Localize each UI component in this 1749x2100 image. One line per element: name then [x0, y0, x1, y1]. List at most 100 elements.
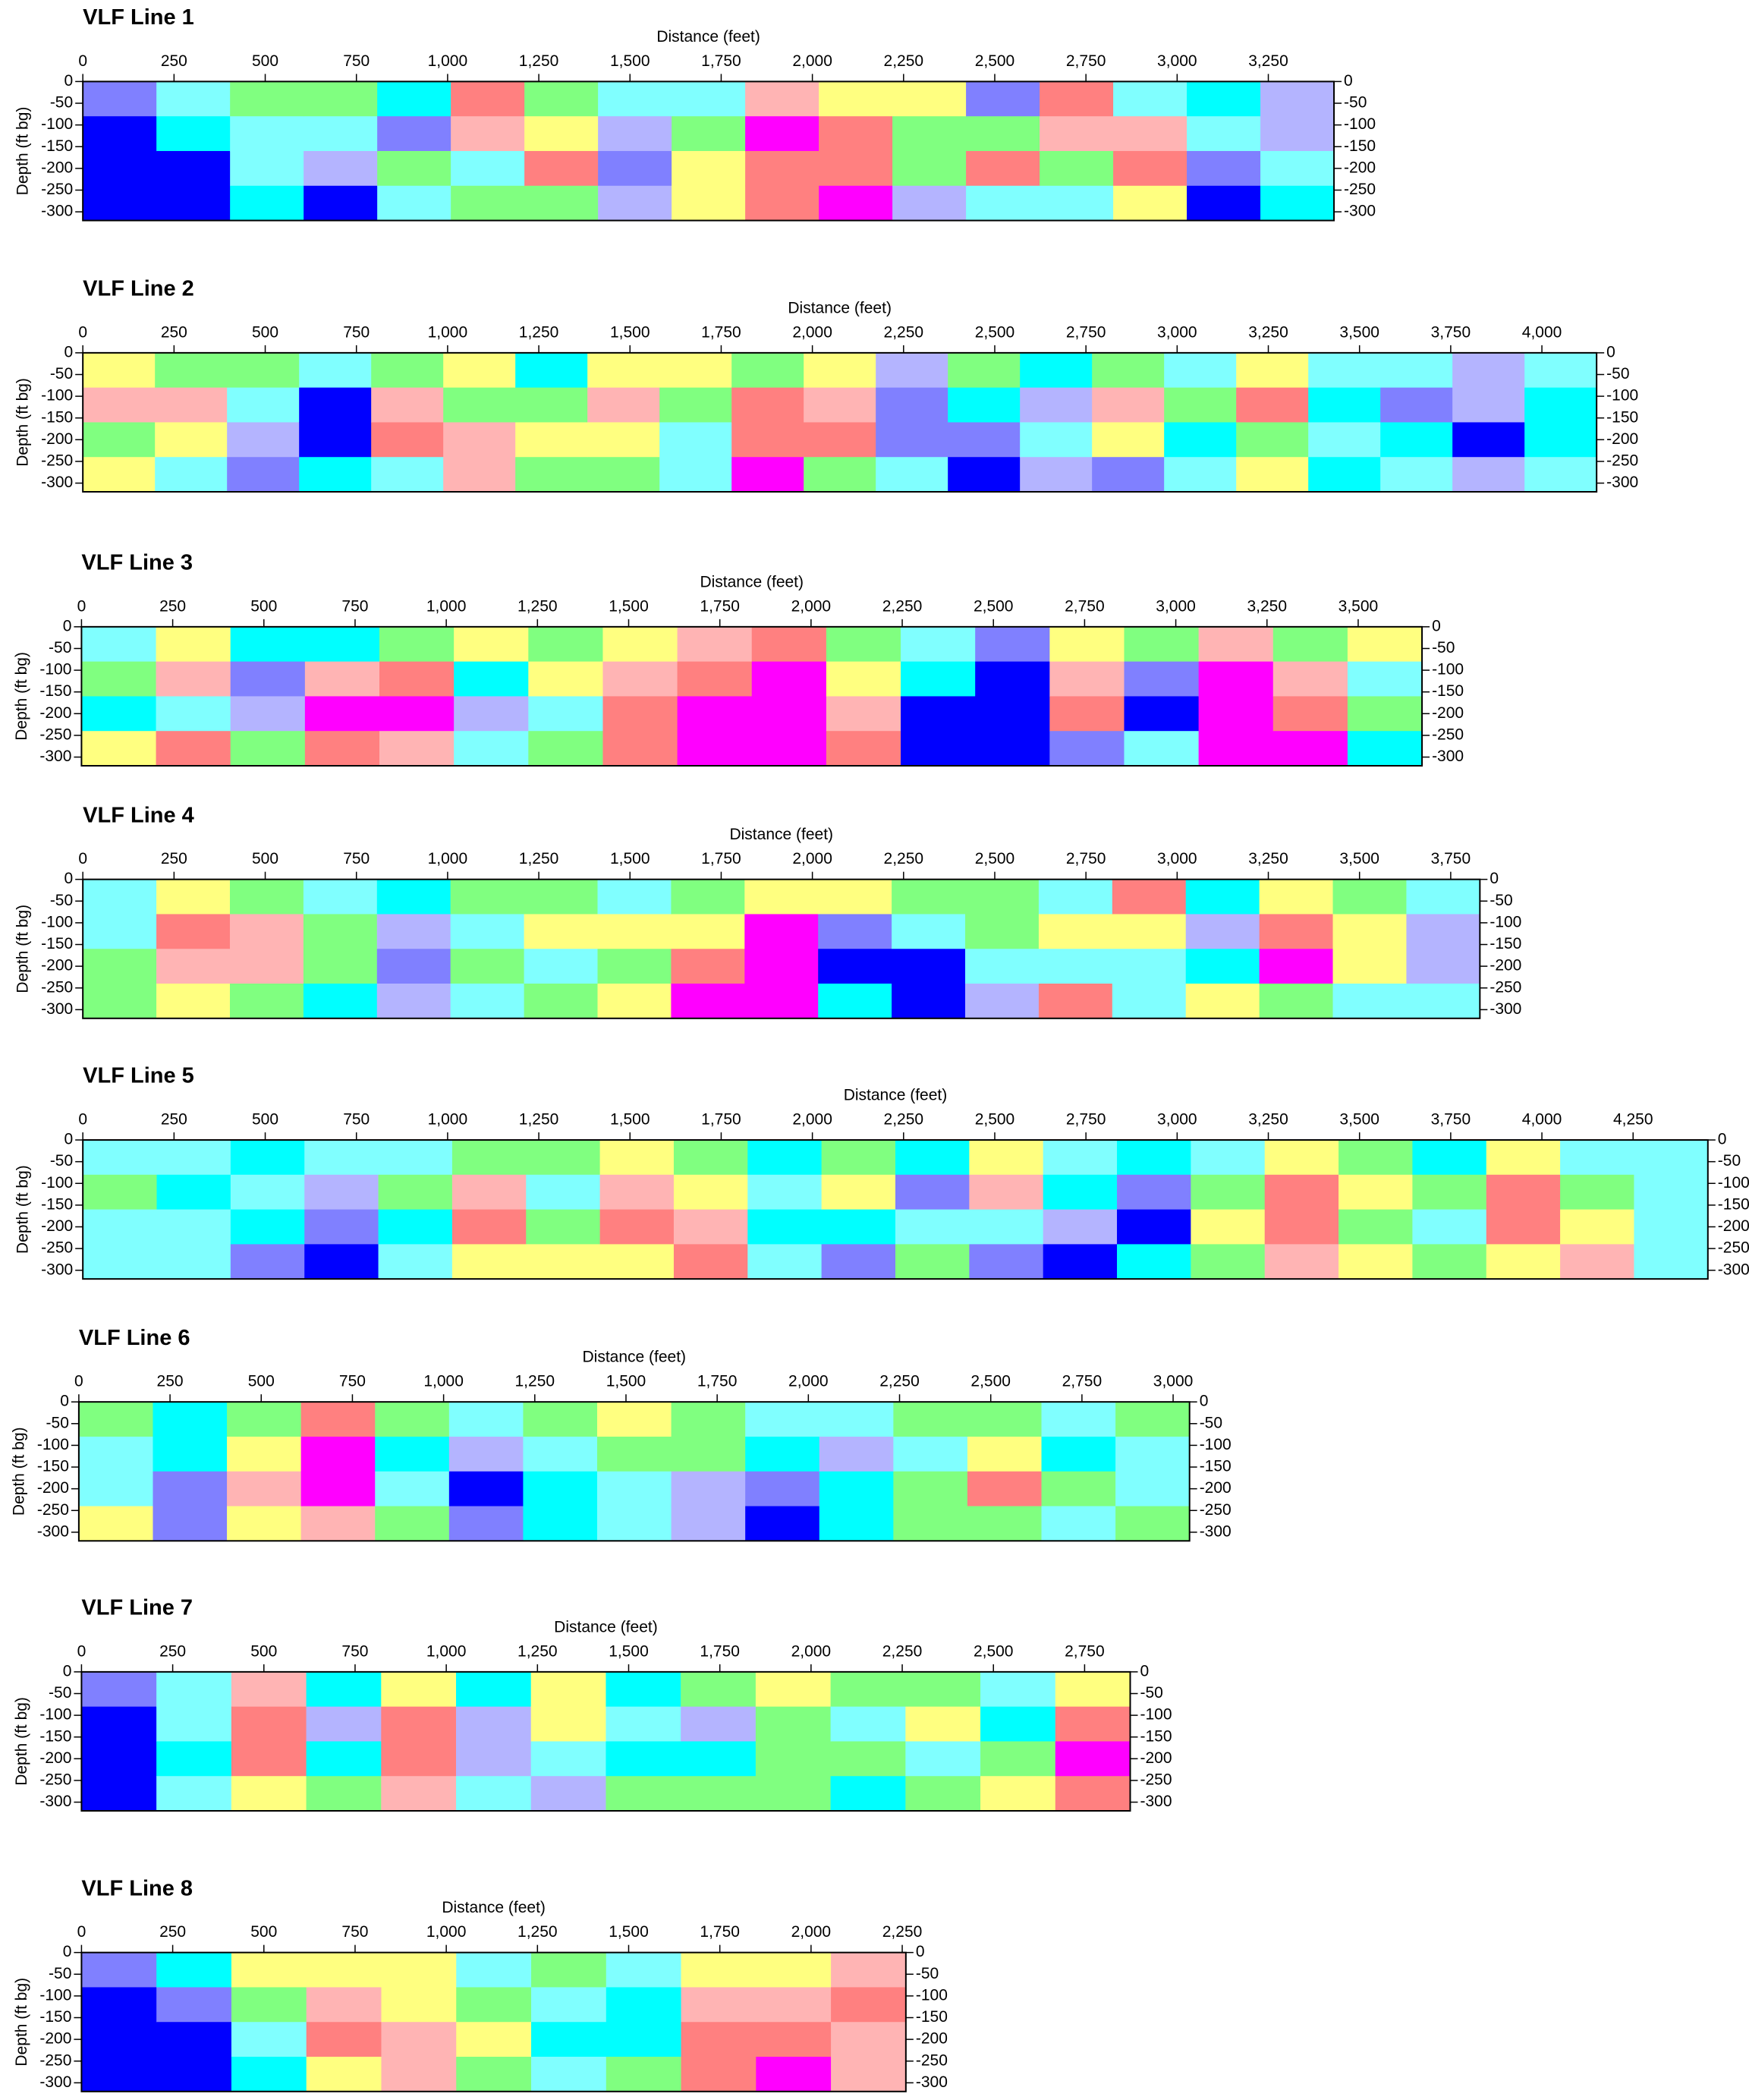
- heat-cell: [678, 731, 753, 766]
- heat-cell: [1040, 81, 1114, 116]
- y-axis-label: Depth (ft bg): [10, 1427, 27, 1516]
- heat-cell: [371, 457, 444, 492]
- heat-cell: [1452, 457, 1525, 492]
- heat-cell: [744, 949, 819, 984]
- heat-cell: [304, 1140, 379, 1175]
- heat-cell: [381, 1953, 456, 1988]
- heat-cell: [606, 1707, 681, 1742]
- heat-cell: [531, 1707, 606, 1742]
- x-tick-label: 2,250: [882, 1642, 923, 1660]
- heat-cell: [452, 1244, 527, 1279]
- heat-cell: [831, 2057, 906, 2092]
- y-tick-label-right: -150: [1344, 137, 1376, 155]
- heat-cell: [1113, 116, 1187, 151]
- y-tick-label-right: -50: [1489, 892, 1512, 909]
- vlf-panel: VLF Line 6Distance (feet)Depth (ft bg)02…: [10, 1326, 1231, 1541]
- x-tick-label: 750: [341, 597, 368, 615]
- y-tick-label: -150: [41, 1195, 73, 1213]
- heat-cell: [526, 1140, 600, 1175]
- x-tick-label: 2,500: [975, 1111, 1015, 1129]
- x-tick-label: 1,000: [426, 1642, 467, 1660]
- heat-cell: [227, 457, 300, 492]
- y-tick-label-right: -100: [1489, 913, 1521, 930]
- heat-cell: [443, 353, 516, 388]
- heat-cell: [1406, 949, 1480, 984]
- x-tick-label: 3,000: [1157, 52, 1197, 70]
- heat-cell: [606, 1776, 681, 1811]
- heat-cell: [1236, 353, 1309, 388]
- heat-cell: [747, 1140, 822, 1175]
- heat-cell: [1112, 880, 1187, 915]
- y-tick-label-right: -250: [916, 2051, 948, 2069]
- heat-cell: [528, 696, 603, 731]
- heat-cell: [231, 1987, 307, 2022]
- x-tick-label: 3,500: [1339, 323, 1379, 341]
- y-tick-label-right: -150: [1200, 1458, 1232, 1475]
- heat-cell: [967, 1507, 1042, 1541]
- heat-cell: [449, 1472, 524, 1507]
- heat-cell: [674, 1140, 748, 1175]
- y-tick-label-right: 0: [916, 1943, 925, 1960]
- heat-cell: [745, 1437, 819, 1472]
- y-tick-label: -200: [41, 430, 73, 448]
- heat-cell: [895, 1140, 970, 1175]
- heat-cell: [831, 1741, 906, 1776]
- heat-cell: [1092, 353, 1165, 388]
- heat-cell: [905, 1741, 980, 1776]
- x-tick-label: 0: [77, 597, 87, 615]
- heat-cell: [81, 731, 156, 766]
- heat-cell: [1338, 1210, 1413, 1245]
- y-tick-label: -300: [41, 203, 73, 220]
- heat-cell: [1092, 388, 1165, 423]
- vlf-panel: VLF Line 2Distance (feet)Depth (ft bg)02…: [14, 277, 1638, 493]
- heat-cell: [965, 984, 1040, 1019]
- heat-cell: [524, 186, 599, 221]
- x-tick-label: 3,750: [1431, 323, 1471, 341]
- heat-cell: [826, 627, 901, 662]
- heat-cell: [452, 1210, 527, 1245]
- x-tick-label: 2,750: [1066, 850, 1106, 867]
- y-tick-label: -300: [37, 1522, 69, 1540]
- y-tick-label-right: -300: [1606, 474, 1638, 491]
- heat-cell: [1524, 422, 1597, 457]
- heat-cell: [876, 422, 948, 457]
- x-tick-label: 750: [339, 1373, 366, 1390]
- x-tick-label: 1,000: [426, 1923, 467, 1941]
- heat-cell: [1308, 457, 1381, 492]
- x-tick-label: 250: [157, 1373, 184, 1390]
- y-tick-label-right: -250: [1200, 1501, 1232, 1519]
- x-tick-label: 2,250: [884, 52, 924, 70]
- y-tick-label: -50: [49, 1684, 71, 1702]
- heat-cell: [523, 1437, 597, 1472]
- x-tick-label: 250: [159, 1923, 186, 1941]
- heat-cell: [301, 1472, 376, 1507]
- heat-cell: [443, 422, 516, 457]
- heat-cell: [528, 731, 603, 766]
- y-tick-label-right: -50: [1140, 1684, 1162, 1702]
- x-tick-label: 0: [78, 52, 87, 70]
- heat-cell: [230, 914, 304, 949]
- x-tick-label: 1,000: [428, 323, 468, 341]
- heat-cell: [1308, 422, 1381, 457]
- heat-cell: [822, 1244, 896, 1279]
- heat-cell: [1634, 1244, 1708, 1279]
- heat-cell: [452, 1140, 527, 1175]
- heat-cell: [597, 1402, 672, 1437]
- heat-cell: [1187, 116, 1261, 151]
- x-axis-label: Distance (feet): [788, 299, 892, 316]
- heat-cell: [231, 1175, 305, 1210]
- heat-cell: [155, 353, 228, 388]
- heat-cell: [1112, 984, 1187, 1019]
- heat-cell: [454, 627, 529, 662]
- heat-cell: [299, 353, 372, 388]
- x-tick-label: 250: [161, 323, 187, 341]
- heat-cell: [156, 1707, 231, 1742]
- heat-cell: [375, 1472, 449, 1507]
- heat-cell: [153, 1507, 227, 1541]
- y-tick-label: -150: [37, 1458, 69, 1475]
- y-tick-label: -300: [39, 1793, 71, 1810]
- heat-cell: [81, 1707, 156, 1742]
- x-tick-label: 0: [78, 323, 87, 341]
- heat-cell: [1560, 1140, 1634, 1175]
- heat-cell: [1348, 627, 1423, 662]
